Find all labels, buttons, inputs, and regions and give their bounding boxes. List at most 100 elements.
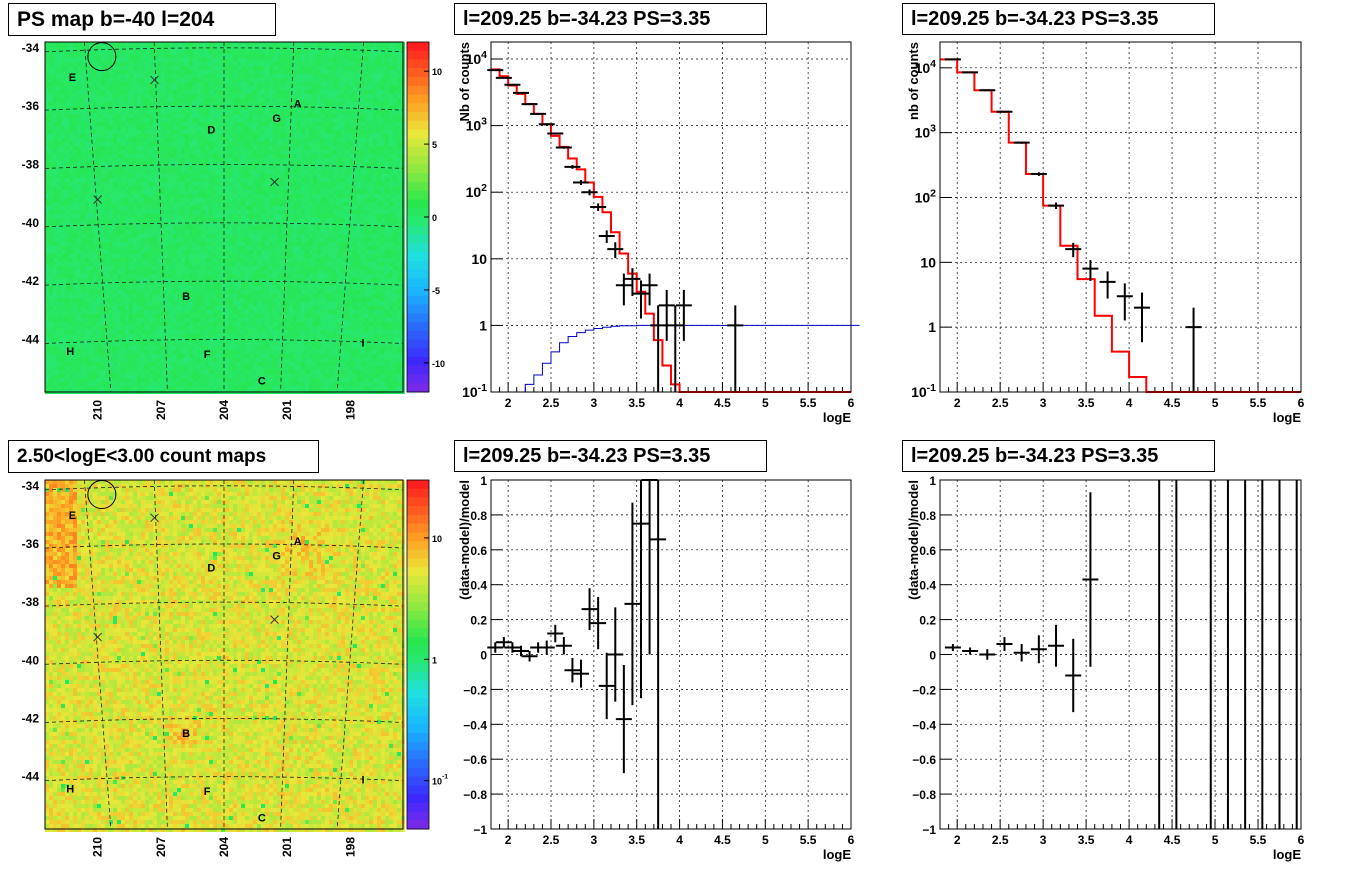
plot-area	[940, 42, 1301, 392]
colorbar-segment	[407, 234, 429, 244]
x-tick-label: 2.5	[543, 396, 560, 410]
y-tick-label: 1	[479, 317, 487, 333]
x-tick-label: 3.5	[628, 396, 645, 410]
x-marker	[93, 632, 103, 642]
source-label: A	[294, 98, 302, 110]
x-tick-label: 3	[591, 833, 598, 847]
colorbar-segment	[407, 567, 429, 577]
y-tick-label: -44	[22, 770, 40, 784]
colorbar-segment	[407, 295, 429, 305]
y-tick-label: −0.2	[463, 683, 487, 697]
colorbar-segment	[407, 59, 429, 69]
colorbar-segment	[407, 619, 429, 629]
colorbar-segment	[407, 514, 429, 525]
x-tick-label: 3	[1040, 396, 1047, 410]
y-axis-label: nb of counts	[906, 42, 921, 120]
source-label: H	[66, 783, 74, 795]
colorbar-segment	[407, 480, 429, 490]
y-tick-label: 0.2	[470, 614, 487, 628]
x-tick-label: 204	[217, 837, 231, 857]
colorbar: 10 5 0 -5 -10	[406, 41, 445, 393]
x-tick-label: 2.5	[543, 833, 560, 847]
source-label: A	[294, 536, 302, 548]
x-tick-label: 2	[954, 833, 961, 847]
colorbar-segment	[407, 811, 429, 821]
x-marker	[150, 75, 159, 85]
colorbar-segment	[407, 278, 429, 288]
panel-title-residual-2: l=209.25 b=-34.23 PS=3.35	[902, 440, 1215, 472]
x-tick-label: 5	[1212, 833, 1219, 847]
x-tick-label: 5	[762, 833, 769, 847]
colorbar-segment	[407, 671, 429, 682]
colorbar-segment	[407, 680, 429, 690]
colorbar-segment	[407, 330, 429, 340]
colorbar-segment	[407, 208, 429, 218]
source-label: G	[272, 113, 281, 125]
heatmap-cells	[45, 480, 405, 832]
source-label: D	[207, 125, 215, 137]
latitude-line	[44, 485, 404, 491]
y-tick-label: 103	[915, 123, 937, 141]
colorbar-segment	[407, 767, 429, 778]
colorbar-segment	[407, 199, 429, 209]
y-tick-label: 0.6	[470, 544, 487, 558]
colorbar-segment	[407, 313, 429, 323]
colorbar-segment	[407, 138, 429, 148]
latitude-line	[44, 222, 404, 228]
y-tick-label: −0.8	[912, 788, 936, 802]
x-tick-label: 6	[1298, 396, 1305, 410]
colorbar-segment	[407, 637, 429, 647]
panel-title-spectrum-1: l=209.25 b=-34.23 PS=3.35	[454, 3, 767, 35]
y-tick-label: 102	[915, 187, 937, 205]
plot-panel-2: 2 2.5 3 3.5 4 4.5 5 5.5 610410310210110-1logEnb …	[906, 41, 1305, 425]
colorbar-segment	[407, 506, 429, 516]
y-tick-label: 0.6	[919, 544, 936, 558]
colorbar-segment	[407, 68, 429, 78]
heatmap-cells	[45, 42, 405, 394]
plot-frame	[490, 479, 852, 830]
y-tick-label: -38	[22, 158, 40, 172]
y-tick-label: −0.6	[912, 753, 936, 767]
plot-area	[491, 42, 851, 392]
x-tick-label: 2.5	[992, 833, 1009, 847]
x-tick-label: 4	[676, 396, 683, 410]
x-tick-label: 2.5	[992, 396, 1009, 410]
colorbar-segment	[407, 706, 429, 717]
colorbar-segment	[407, 287, 429, 297]
latitude-line	[44, 47, 404, 53]
latitude-line	[44, 776, 404, 782]
colorbar-tick-label: 10-1	[432, 774, 448, 787]
longitude-line	[336, 41, 364, 393]
colorbar-segment	[407, 304, 429, 314]
colorbar-segment	[407, 628, 429, 638]
x-marker	[150, 513, 159, 523]
y-tick-label: -38	[22, 595, 40, 609]
x-axis-label: logE	[823, 847, 851, 862]
colorbar-segment	[407, 348, 429, 358]
colorbar-tick-label: -5	[432, 286, 440, 296]
colorbar-frame	[406, 479, 430, 830]
colorbar-segment	[407, 120, 429, 130]
colorbar-segment	[407, 759, 429, 769]
source-label: G	[272, 551, 281, 563]
longitude-line	[153, 41, 168, 393]
x-tick-label: 5.5	[800, 396, 817, 410]
y-tick-label: -36	[22, 99, 40, 113]
longitude-line	[84, 41, 112, 393]
colorbar-segment	[407, 532, 429, 542]
longitude-line	[280, 41, 295, 393]
x-tick-label: 2	[505, 833, 512, 847]
data-points	[944, 58, 1202, 392]
x-tick-label: 6	[1298, 833, 1305, 847]
latitude-line	[44, 718, 404, 723]
colorbar-segment	[407, 383, 429, 393]
y-axis-label: Nb of counts	[457, 42, 472, 121]
colorbar-segment	[407, 129, 429, 139]
colorbar-segment	[407, 190, 429, 200]
colorbar-segment	[407, 365, 429, 375]
y-tick-label: 0	[480, 649, 487, 663]
x-tick-label: 207	[154, 837, 168, 857]
x-tick-label: 198	[343, 400, 357, 420]
x-tick-label: 210	[91, 837, 105, 857]
y-tick-label: 0	[929, 649, 936, 663]
